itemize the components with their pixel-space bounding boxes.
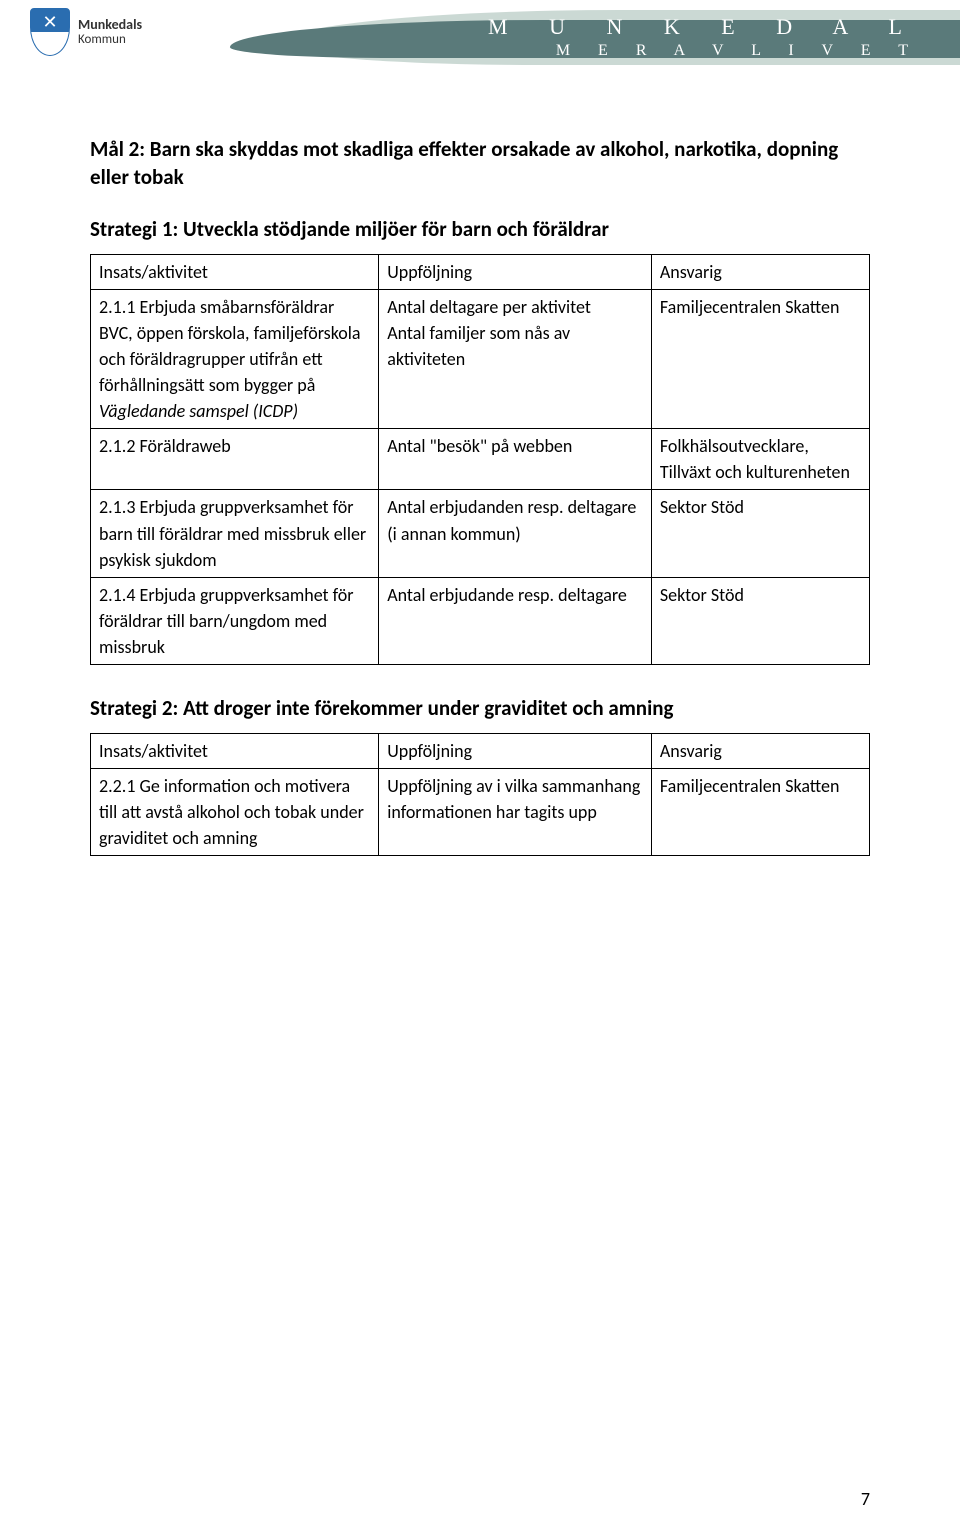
- table-header-row: Insats/aktivitet Uppföljning Ansvarig: [91, 734, 870, 769]
- shield-cross-icon: ✕: [35, 15, 65, 45]
- cell-uppfoljning: Antal erbjudande resp. deltagare: [379, 577, 652, 664]
- logo-text: Munkedals Kommun: [78, 17, 142, 47]
- logo-name: Munkedals: [78, 16, 142, 33]
- col-header-insats: Insats/aktivitet: [91, 254, 379, 289]
- strategy-2-table: Insats/aktivitet Uppföljning Ansvarig 2.…: [90, 733, 870, 856]
- banner-subtitle: M E R A V L I V E T: [488, 42, 920, 60]
- table-row: 2.1.4 Erbjuda gruppverksamhet för föräld…: [91, 577, 870, 664]
- table-header-row: Insats/aktivitet Uppföljning Ansvarig: [91, 254, 870, 289]
- municipality-logo: ✕ Munkedals Kommun: [30, 8, 142, 56]
- cell-insats: 2.1.3 Erbjuda gruppverksamhet för barn t…: [91, 490, 379, 577]
- col-header-ansvarig: Ansvarig: [651, 254, 869, 289]
- col-header-insats: Insats/aktivitet: [91, 734, 379, 769]
- cell-uppfoljning: Uppföljning av i vilka sammanhang inform…: [379, 769, 652, 856]
- strategy-1-table: Insats/aktivitet Uppföljning Ansvarig 2.…: [90, 254, 870, 665]
- cell-text: 2.1.1 Erbjuda småbarnsföräldrar BVC, öpp…: [99, 296, 361, 396]
- shield-icon: ✕: [30, 8, 70, 56]
- banner-text: M U N K E D A L M E R A V L I V E T: [488, 14, 920, 60]
- col-header-uppfoljning: Uppföljning: [379, 734, 652, 769]
- header-banner: ✕ Munkedals Kommun M U N K E D A L M E R…: [0, 0, 960, 75]
- cell-insats: 2.1.4 Erbjuda gruppverksamhet för föräld…: [91, 577, 379, 664]
- strategy-1-heading: Strategi 1: Utveckla stödjande miljöer f…: [90, 216, 870, 242]
- cell-ansvarig: Familjecentralen Skatten: [651, 289, 869, 428]
- cell-uppfoljning: Antal erbjudanden resp. deltagare (i ann…: [379, 490, 652, 577]
- col-header-ansvarig: Ansvarig: [651, 734, 869, 769]
- col-header-uppfoljning: Uppföljning: [379, 254, 652, 289]
- cell-ansvarig: Sektor Stöd: [651, 577, 869, 664]
- page: ✕ Munkedals Kommun M U N K E D A L M E R…: [0, 0, 960, 1540]
- cell-insats: 2.1.2 Föräldraweb: [91, 429, 379, 490]
- cell-ansvarig: Folkhälsoutvecklare, Tillväxt och kultur…: [651, 429, 869, 490]
- cell-ansvarig: Familjecentralen Skatten: [651, 769, 869, 856]
- banner-title: M U N K E D A L: [488, 14, 920, 40]
- strategy-2-heading: Strategi 2: Att droger inte förekommer u…: [90, 695, 870, 721]
- table-row: 2.2.1 Ge information och motivera till a…: [91, 769, 870, 856]
- cell-uppfoljning: Antal deltagare per aktivitet Antal fami…: [379, 289, 652, 428]
- page-number: 7: [861, 1488, 870, 1510]
- cell-ansvarig: Sektor Stöd: [651, 490, 869, 577]
- cell-uppfoljning: Antal "besök" på webben: [379, 429, 652, 490]
- cell-insats: 2.2.1 Ge information och motivera till a…: [91, 769, 379, 856]
- goal-heading: Mål 2: Barn ska skyddas mot skadliga eff…: [90, 135, 870, 192]
- table-row: 2.1.1 Erbjuda småbarnsföräldrar BVC, öpp…: [91, 289, 870, 428]
- cell-italic: Vägledande samspel (ICDP): [99, 400, 298, 422]
- cell-insats: 2.1.1 Erbjuda småbarnsföräldrar BVC, öpp…: [91, 289, 379, 428]
- table-row: 2.1.2 Föräldraweb Antal "besök" på webbe…: [91, 429, 870, 490]
- page-content: Mål 2: Barn ska skyddas mot skadliga eff…: [0, 135, 960, 856]
- logo-sub: Kommun: [78, 33, 142, 47]
- table-row: 2.1.3 Erbjuda gruppverksamhet för barn t…: [91, 490, 870, 577]
